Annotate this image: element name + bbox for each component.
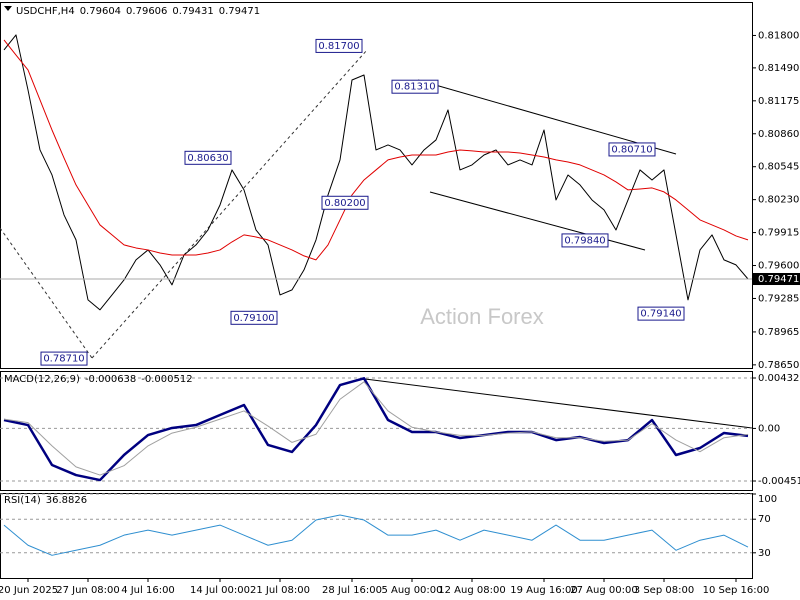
header-text: 0.79604 [80,6,121,17]
x-tick-label: 19 Aug 16:00 [510,585,577,596]
price-annotation: 0.81310 [394,82,435,93]
y-tick-label: 0.79915 [758,228,799,239]
y-tick-label: 0.81175 [758,96,799,107]
header-text: 0.79471 [219,6,260,17]
series-line [3,39,749,261]
macd-trendline [364,378,753,429]
y-tick-label: 0.78650 [758,360,799,371]
price-annotation-box [608,142,656,157]
price-annotation: 0.81700 [318,41,359,52]
series-line [3,514,749,556]
y-tick-label: 0.004325 [758,373,800,384]
price-annotation: 0.80200 [324,198,365,209]
y-tick-label: 0.00 [758,423,780,434]
y-tick-label: 0.81800 [758,30,799,41]
trendline [91,49,368,359]
price-annotation: 0.78710 [43,354,84,365]
y-tick-label: 0.78965 [758,327,799,338]
channel-line [417,79,677,155]
y-tick-label: 30 [758,548,771,559]
price-annotation: 0.80630 [187,153,228,164]
x-tick-label: 3 Sep 08:00 [634,585,694,596]
price-annotation: 0.79100 [233,313,274,324]
price-annotation: 0.80710 [611,144,652,155]
y-tick-label: 0.80545 [758,162,799,173]
y-tick-label: 0.80230 [758,195,799,206]
price-annotation-box [561,233,609,248]
x-tick-label: 28 Jul 16:00 [322,585,382,596]
macd-panel-frame [0,371,753,491]
price-annotation-box [315,38,363,53]
price-annotation-box [184,150,232,165]
y-tick-label: 100 [758,494,777,505]
trendline [0,227,93,359]
header-text: -0.000512 [141,374,192,385]
last-price-label: 0.79471 [758,274,799,285]
price-annotation-box [40,351,88,366]
header-text: RSI(14) [4,495,41,506]
x-tick-label: 12 Aug 08:00 [438,585,505,596]
x-tick-label: 14 Jul 00:00 [190,585,250,596]
x-tick-label: 5 Aug 00:00 [381,585,442,596]
channel-line [429,191,646,251]
menu-arrow [4,6,12,11]
last-price-box [753,273,800,286]
x-tick-label: 10 Sep 16:00 [703,585,770,596]
x-tick-label: 27 Aug 00:00 [570,585,637,596]
x-tick-label: 27 Jun 08:00 [56,585,120,596]
series-line [3,34,749,311]
y-tick-label: 0.79600 [758,261,799,272]
header-text: MACD(12,26,9) [4,374,80,385]
header-text: 36.8826 [46,495,87,506]
main-panel-frame [0,2,753,369]
header-text: -0.000638 [85,374,136,385]
y-tick-label: 0.80860 [758,129,799,140]
header-text: 0.79431 [172,6,213,17]
x-tick-label: 21 Jul 08:00 [250,585,310,596]
price-annotation-box [637,306,685,321]
x-tick-label: 20 Jun 2025 [0,585,58,596]
y-tick-label: -0.004511 [758,476,800,487]
y-tick-label: 0.81490 [758,63,799,74]
price-annotation: 0.79840 [564,235,605,246]
watermark: Action Forex [420,304,544,329]
rsi-panel-frame [0,493,753,579]
x-tick-label: 4 Jul 16:00 [121,585,175,596]
series-line [3,381,749,476]
y-tick-label: 0.79285 [758,293,799,304]
y-tick-label: 70 [758,514,771,525]
price-annotation-box [321,195,369,210]
header-text: USDCHF,H4 [16,6,75,17]
price-annotation: 0.79140 [640,309,681,320]
price-annotation-box [391,79,439,94]
price-annotation-box [230,310,278,325]
header-text: 0.79606 [126,6,167,17]
